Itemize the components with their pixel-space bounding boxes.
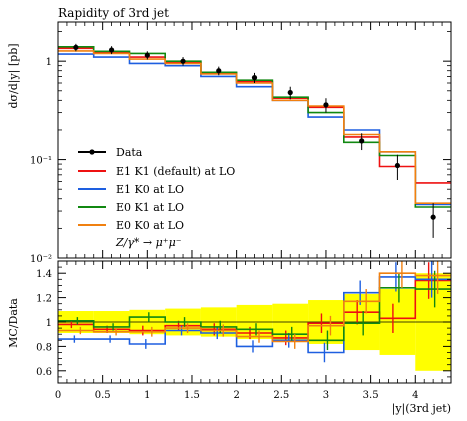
ratio-x-tick-label: 0 [55,390,61,401]
legend: Data E1 K1 (default) at LO E1 K0 at LO E… [78,146,235,249]
data-point [144,52,150,58]
ratio-x-tick-label: 1 [144,390,150,401]
legend-e1k0-label: E1 K0 at LO [116,183,184,196]
data-point [108,47,115,53]
data-point [73,44,79,50]
process-annotation: Z/γ* → μ⁺μ⁻ [115,236,182,249]
ratio-x-tick-label: 3 [323,390,329,401]
data-point [251,75,258,81]
data-point [430,214,436,220]
legend-data-label: Data [116,146,143,159]
ratio-series-e0-k0-at-lo [58,272,451,343]
main-series-e0-k0-at-lo [58,50,451,204]
main-panel: 10⁻² 10⁻¹ 1 dσ/d|y| [pb] [7,21,452,265]
ratio-y-tick-label: 1.4 [36,269,52,280]
ratio-xlabel: |y|(3rd jet) [392,402,451,416]
data-point [180,58,186,64]
plot-title: Rapidity of 3rd jet [58,6,169,20]
main-y-tick-label: 1 [46,57,52,68]
data-point [216,68,222,74]
data-point [287,89,293,96]
legend-item-e0k1: E0 K1 at LO [78,201,184,214]
legend-item-e0k0: E0 K0 at LO [78,219,184,232]
data-point [323,102,329,108]
main-ylabel: dσ/d|y| [pb] [7,43,21,108]
ratio-x-tick-label: 2.5 [273,390,289,401]
legend-item-e1k1: E1 K1 (default) at LO [78,165,235,178]
ratio-y-tick-label: 0.6 [36,367,52,378]
ratio-y-tick-label: 1 [46,318,52,329]
ratio-x-tick-label: 0.5 [95,390,111,401]
ratio-x-tick-label: 2 [233,390,239,401]
ratio-y-tick-label: 1.2 [36,294,52,305]
ratio-ylabel: MC/Data [7,298,20,348]
ratio-x-tick-label: 3.5 [363,390,379,401]
main-frame [57,21,452,259]
main-y-tick-label: 10⁻¹ [30,156,52,167]
data-point [394,162,401,169]
ratio-frame [57,260,452,384]
ratio-series-e0-k1-at-lo [58,287,451,342]
legend-item-e1k0: E1 K0 at LO [78,183,184,196]
legend-item-data: Data [78,146,143,159]
legend-e1k1-label: E1 K1 (default) at LO [116,165,235,178]
ratio-y-tick-label: 0.8 [36,342,52,353]
main-y-tick-label: 10⁻² [30,254,52,265]
legend-e0k0-label: E0 K0 at LO [116,219,184,232]
ratio-x-tick-label: 1.5 [184,390,200,401]
main-series-e1-k1-default-at-lo [58,47,451,184]
ratio-x-tick-label: 4 [412,390,418,401]
ratio-panel: 0.6 0.8 1 1.2 1.4 0 0.5 1 1.5 2 2.5 3 3.5 4 MC/Data |… [7,260,452,416]
data-point [359,138,365,144]
legend-e0k1-label: E0 K1 at LO [116,201,184,214]
legend-data-marker [89,149,95,155]
